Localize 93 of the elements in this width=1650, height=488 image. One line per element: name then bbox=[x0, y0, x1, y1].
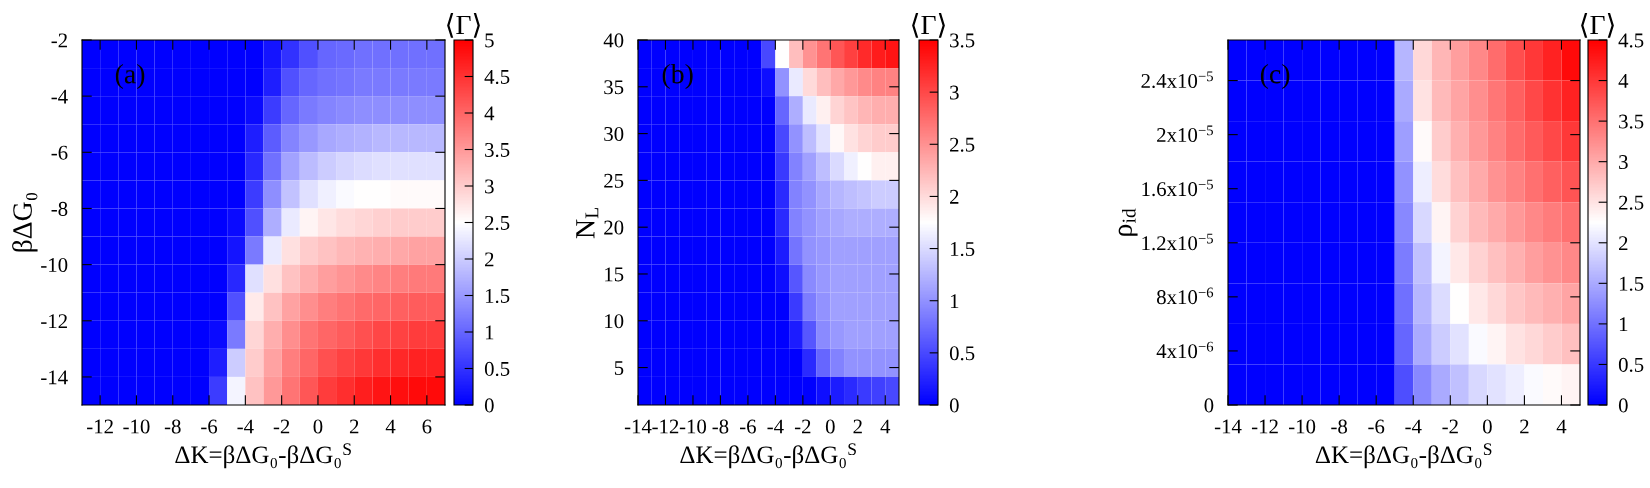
y-tick-label: -4 bbox=[51, 89, 68, 104]
x-axis-title: ΔK=βΔG₀-βΔG₀$^{S}$ bbox=[1315, 443, 1492, 469]
y-tick-label: 15 bbox=[605, 267, 624, 282]
y-axis-title: ρ$_{id}$ bbox=[1118, 208, 1138, 236]
color-bar-title: ⟨Γ⟩ bbox=[1581, 13, 1614, 38]
x-tick-label: -6 bbox=[1368, 419, 1385, 434]
color-bar-label: 2.5 bbox=[485, 215, 510, 231]
color-bar-label: 3.5 bbox=[950, 33, 975, 48]
x-tick-label: -4 bbox=[1405, 419, 1422, 434]
x-tick-label: 4 bbox=[880, 419, 891, 434]
x-tick-label: -10 bbox=[679, 419, 707, 434]
color-bar-label: 0 bbox=[484, 398, 494, 413]
color-bar-label: 1 bbox=[485, 325, 494, 340]
color-bar-label: 0.5 bbox=[484, 361, 510, 377]
x-tick-label: -14 bbox=[624, 419, 652, 434]
color-bar-title: ⟨Γ⟩ bbox=[912, 13, 945, 38]
x-tick-label: -12 bbox=[1251, 419, 1278, 434]
annotation: (b) bbox=[662, 63, 693, 90]
x-tick-label: -8 bbox=[712, 419, 729, 434]
y-tick-label: 2.4x10$^{−5}$ bbox=[1141, 71, 1213, 89]
color-bar-label: 0 bbox=[1618, 398, 1628, 413]
color-bar-label: 2 bbox=[1619, 236, 1628, 251]
annotation: (a) bbox=[115, 63, 145, 90]
y-tick-label: -6 bbox=[51, 145, 68, 160]
x-tick-label: 4 bbox=[385, 419, 396, 434]
color-bar-label: 0.5 bbox=[1618, 357, 1644, 372]
x-axis-title: ΔK=βΔG₀-βΔG₀$^{S}$ bbox=[175, 443, 351, 469]
color-bar-label: 2.5 bbox=[1619, 195, 1644, 210]
color-bar-label: 3.5 bbox=[1619, 114, 1644, 129]
x-tick-label: -8 bbox=[1331, 419, 1348, 434]
x-tick-label: -12 bbox=[652, 419, 679, 434]
x-tick-label: -6 bbox=[201, 419, 218, 434]
x-axis-title: ΔK=βΔG₀-βΔG₀$^{S}$ bbox=[680, 443, 856, 469]
x-tick-label: 0 bbox=[313, 419, 323, 434]
y-tick-label: 0 bbox=[1204, 398, 1214, 413]
y-tick-label: 2x10$^{−5}$ bbox=[1157, 125, 1213, 143]
color-bar-label: 4 bbox=[1618, 74, 1629, 88]
y-tick-label: -12 bbox=[41, 314, 67, 328]
x-tick-label: 2 bbox=[853, 419, 862, 434]
x-tick-label: -10 bbox=[1288, 419, 1316, 434]
y-axis-title: N$_{L}$ bbox=[576, 208, 599, 239]
x-tick-label: 0 bbox=[1482, 419, 1492, 434]
x-tick-label: -4 bbox=[237, 419, 254, 434]
x-tick-label: -8 bbox=[164, 419, 181, 434]
y-tick-label: 1.6x10$^{−5}$ bbox=[1142, 179, 1213, 197]
color-bar-label: 4.5 bbox=[484, 70, 510, 85]
x-tick-label: -2 bbox=[273, 419, 290, 434]
x-tick-label: -2 bbox=[794, 419, 811, 434]
color-bar-label: 1.5 bbox=[485, 288, 510, 304]
color-bar-label: 3.5 bbox=[485, 142, 510, 158]
annotation: (c) bbox=[1260, 63, 1290, 90]
color-bar-label: 2 bbox=[485, 252, 494, 267]
y-tick-label: 10 bbox=[605, 314, 624, 329]
y-tick-label: 5 bbox=[614, 361, 624, 375]
y-tick-label: 25 bbox=[604, 173, 624, 188]
y-tick-label: -8 bbox=[51, 201, 68, 216]
y-tick-label: 35 bbox=[604, 80, 624, 95]
x-tick-label: -10 bbox=[123, 419, 150, 434]
color-bar-label: 3 bbox=[485, 179, 494, 194]
x-tick-label: -2 bbox=[1442, 419, 1458, 434]
color-bar-label: 2 bbox=[950, 189, 959, 204]
color-bar-label: 1 bbox=[950, 294, 959, 308]
y-tick-label: 8x10$^{−6}$ bbox=[1156, 287, 1214, 305]
color-bar-label: 1.5 bbox=[950, 242, 975, 257]
x-tick-label: -12 bbox=[87, 419, 113, 434]
y-tick-label: -2 bbox=[51, 33, 67, 48]
color-bar-label: 4.5 bbox=[1618, 33, 1644, 48]
y-axis-title: βΔG₀ bbox=[12, 192, 38, 252]
x-tick-label: -4 bbox=[767, 419, 784, 434]
y-tick-label: 4x10$^{−6}$ bbox=[1156, 341, 1214, 359]
y-tick-label: 40 bbox=[603, 33, 624, 48]
x-tick-label: 2 bbox=[349, 419, 359, 434]
y-tick-label: -14 bbox=[41, 370, 68, 385]
x-tick-label: 0 bbox=[825, 419, 835, 434]
color-bar-label: 2.5 bbox=[950, 137, 975, 152]
x-tick-label: -6 bbox=[739, 419, 756, 434]
color-bar-label: 0 bbox=[949, 398, 959, 413]
x-tick-label: 6 bbox=[422, 419, 432, 434]
color-bar-title: ⟨Γ⟩ bbox=[447, 13, 480, 38]
color-bar-label: 1.5 bbox=[1619, 276, 1644, 291]
x-tick-label: 4 bbox=[1556, 419, 1567, 434]
y-tick-label: -10 bbox=[41, 257, 68, 273]
color-bar-label: 3 bbox=[950, 85, 959, 100]
x-tick-label: 2 bbox=[1520, 419, 1529, 434]
color-bar-label: 5 bbox=[485, 33, 494, 48]
y-tick-label: 20 bbox=[604, 220, 624, 235]
y-tick-label: 30 bbox=[604, 126, 624, 142]
color-bar-label: 3 bbox=[1619, 155, 1628, 170]
color-bar-label: 0.5 bbox=[949, 346, 975, 361]
color-bar-label: 1 bbox=[1619, 317, 1628, 332]
color-bar-label: 4 bbox=[484, 106, 495, 121]
x-tick-label: -14 bbox=[1214, 419, 1242, 434]
y-tick-label: 1.2x10$^{−5}$ bbox=[1142, 233, 1213, 251]
